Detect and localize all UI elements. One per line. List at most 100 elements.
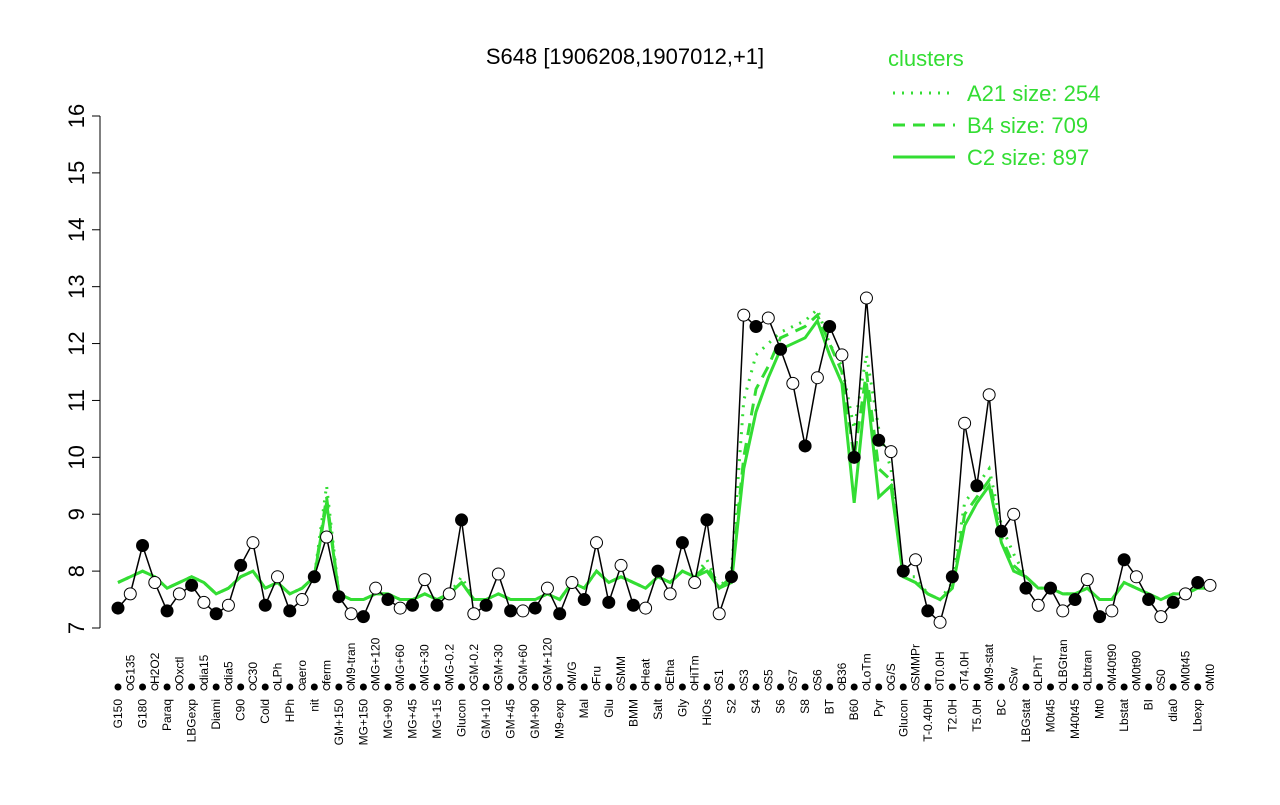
data-point — [209, 607, 223, 621]
x-tick-label: HiOs — [700, 699, 714, 726]
data-point — [344, 607, 358, 621]
x-tick-label: Lbtran — [1080, 650, 1094, 684]
data-point — [651, 564, 665, 578]
x-tick-label: M/G — [565, 661, 579, 684]
cluster-line — [117, 306, 1210, 602]
data-point — [172, 587, 186, 601]
y-tick-label: 13 — [64, 274, 89, 298]
data-point — [921, 604, 935, 618]
rug-mark — [531, 683, 539, 691]
x-tick-label: Glucon — [896, 699, 910, 737]
data-point — [565, 575, 579, 589]
data-point — [675, 536, 689, 550]
x-tick-label: aero — [295, 660, 309, 684]
rug-mark — [1206, 683, 1214, 691]
x-tick-label: S6 — [810, 669, 824, 684]
x-tick-label: T2.0H — [945, 699, 959, 732]
data-point — [639, 601, 653, 615]
x-tick-label: BI — [1142, 699, 1156, 710]
data-point — [430, 598, 444, 612]
rug-mark — [617, 683, 625, 691]
data-point — [982, 388, 996, 402]
rug-mark — [1071, 683, 1079, 691]
x-tick-label: M9-exp — [553, 699, 567, 739]
y-tick-label: 16 — [64, 104, 89, 128]
rug-mark — [1022, 683, 1030, 691]
data-point — [847, 450, 861, 464]
rug-mark — [347, 683, 355, 691]
x-tick-label: Mal — [577, 699, 591, 718]
data-point — [626, 598, 640, 612]
data-point — [663, 587, 677, 601]
x-tick-label: Etha — [663, 659, 677, 684]
x-tick-label: ferm — [320, 660, 334, 684]
rug-mark — [224, 683, 232, 691]
rug-mark — [384, 683, 392, 691]
legend-label: A21 size: 254 — [967, 81, 1100, 106]
rug-mark — [1010, 683, 1018, 691]
x-tick-label: LBGtran — [1056, 639, 1070, 684]
rug-mark — [470, 683, 478, 691]
x-tick-label: Glucon — [455, 699, 469, 737]
rug-mark — [359, 683, 367, 691]
rug-mark — [813, 683, 821, 691]
x-tick-label: GM-0.2 — [467, 644, 481, 684]
rug-mark — [777, 683, 785, 691]
x-tick-label: HPh — [283, 699, 297, 722]
rug-mark — [593, 683, 601, 691]
rug-mark — [666, 683, 674, 691]
data-point — [835, 348, 849, 362]
x-tick-label: G180 — [136, 699, 150, 729]
x-tick-label: Fru — [590, 666, 604, 684]
data-point — [884, 445, 898, 459]
x-tick-label: dia0 — [1166, 699, 1180, 722]
rug-mark — [200, 683, 208, 691]
data-point — [123, 587, 137, 601]
data-point — [1093, 610, 1107, 624]
rug-mark — [727, 683, 735, 691]
data-point — [896, 564, 910, 578]
x-tick-label: MG+30 — [418, 644, 432, 684]
rug-mark — [212, 683, 220, 691]
y-tick-label: 12 — [64, 331, 89, 355]
x-tick-label: S1 — [712, 669, 726, 684]
data-point — [859, 291, 873, 305]
rug-mark — [126, 683, 134, 691]
x-tick-label: dia15 — [197, 654, 211, 684]
rug-mark — [764, 683, 772, 691]
rug-mark — [114, 683, 122, 691]
x-tick-label: T4.0H — [958, 651, 972, 684]
y-tick-label: 14 — [64, 218, 89, 242]
y-tick-label: 8 — [64, 565, 89, 577]
data-point — [749, 319, 763, 333]
rug-mark — [740, 683, 748, 691]
x-tick-label: LBGstat — [1019, 698, 1033, 742]
rug-mark — [605, 683, 613, 691]
data-point — [553, 607, 567, 621]
rug-mark — [396, 683, 404, 691]
data-point — [945, 570, 959, 584]
x-tick-label: Sw — [1007, 667, 1021, 684]
x-tick-label: HiTm — [688, 655, 702, 684]
rug-mark — [789, 683, 797, 691]
y-tick-label: 11 — [64, 389, 89, 412]
x-tick-label: Mt0 — [1203, 664, 1217, 684]
rug-mark — [151, 683, 159, 691]
x-tick-label: BMM — [626, 699, 640, 727]
data-point — [136, 539, 150, 553]
data-point — [872, 433, 886, 447]
x-tick-label: nit — [307, 698, 321, 711]
data-point — [688, 575, 702, 589]
x-tick-label: BC — [994, 699, 1008, 716]
data-point — [1080, 573, 1094, 587]
x-tick-label: MG+120 — [369, 637, 383, 684]
data-point — [614, 558, 628, 572]
cluster-line — [117, 312, 1210, 602]
plot-area — [108, 116, 1215, 628]
data-point — [295, 593, 309, 607]
x-tick-label: T5.0H — [970, 699, 984, 732]
data-point — [246, 536, 260, 550]
x-tick-label: GM+10 — [479, 699, 493, 739]
data-point — [602, 595, 616, 609]
